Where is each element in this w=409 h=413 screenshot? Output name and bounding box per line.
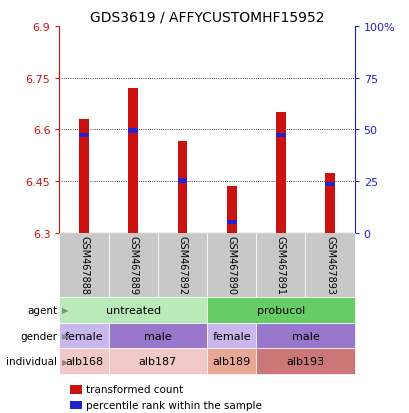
Text: ▶: ▶ xyxy=(61,331,68,340)
Text: ▶: ▶ xyxy=(61,357,68,366)
Title: GDS3619 / AFFYCUSTOMHF15952: GDS3619 / AFFYCUSTOMHF15952 xyxy=(90,10,324,24)
Text: male: male xyxy=(144,331,171,341)
Bar xyxy=(128,129,138,133)
Text: female: female xyxy=(65,331,103,341)
Text: GSM467893: GSM467893 xyxy=(324,236,334,295)
Text: alb168: alb168 xyxy=(65,356,103,366)
Text: gender: gender xyxy=(20,331,57,341)
Text: alb193: alb193 xyxy=(286,356,324,366)
Bar xyxy=(226,187,236,233)
Text: female: female xyxy=(212,331,250,341)
Text: GSM467889: GSM467889 xyxy=(128,236,138,295)
Bar xyxy=(324,182,334,186)
Text: ▶: ▶ xyxy=(61,306,68,315)
Text: probucol: probucol xyxy=(256,305,304,315)
Text: untreated: untreated xyxy=(106,305,160,315)
Bar xyxy=(128,89,138,233)
Bar xyxy=(79,134,89,138)
Text: GSM467891: GSM467891 xyxy=(275,236,285,295)
Text: alb187: alb187 xyxy=(138,356,177,366)
Text: agent: agent xyxy=(27,305,57,315)
Text: individual: individual xyxy=(7,356,57,366)
Bar xyxy=(177,142,187,233)
Text: percentile rank within the sample: percentile rank within the sample xyxy=(86,400,261,410)
Text: GSM467888: GSM467888 xyxy=(79,236,89,295)
Bar xyxy=(275,113,285,233)
Bar xyxy=(324,173,334,233)
Bar xyxy=(226,220,236,224)
Bar xyxy=(177,179,187,183)
Text: transformed count: transformed count xyxy=(86,385,183,394)
Bar xyxy=(79,120,89,233)
Text: GSM467890: GSM467890 xyxy=(226,236,236,295)
Text: alb189: alb189 xyxy=(212,356,250,366)
Text: GSM467892: GSM467892 xyxy=(177,236,187,295)
Bar xyxy=(275,134,285,138)
Text: male: male xyxy=(291,331,319,341)
